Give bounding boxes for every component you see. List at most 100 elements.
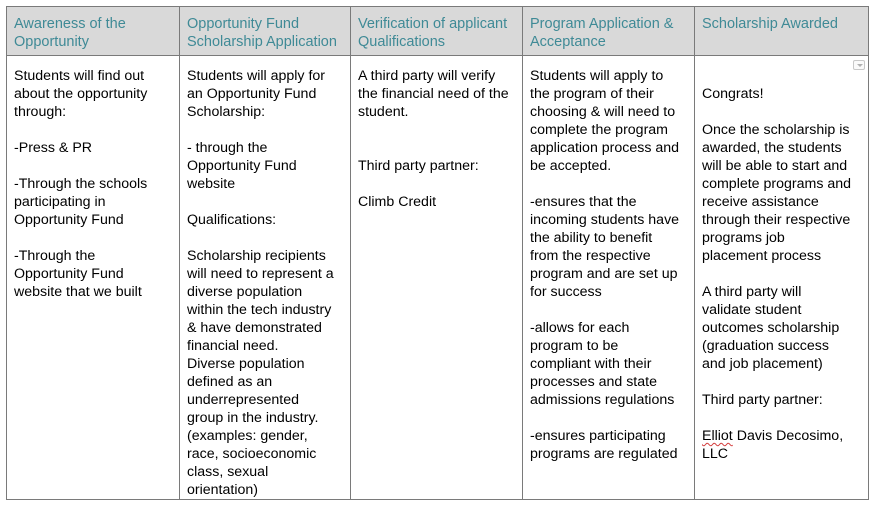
cell-text-line — [187, 229, 345, 247]
cell-text-line: application process and — [530, 140, 680, 156]
cell-text-line — [187, 193, 345, 211]
cell-text-line — [14, 229, 174, 247]
cell-text-line: Third party partner: — [358, 158, 479, 174]
cell-text-line: -ensures that the — [530, 194, 637, 210]
cell-text-line: complete programs and — [702, 176, 852, 192]
content-row: Students will find out about the opportun… — [6, 55, 869, 500]
cell-text-line — [530, 301, 689, 319]
cell-text-line: class, sexual — [187, 464, 269, 480]
header-line: Program Application & — [530, 16, 674, 32]
cell-verification[interactable]: A third party will verify the financial n… — [350, 55, 523, 500]
cell-text-line: will be able to start and — [702, 158, 848, 174]
header-line: Verification of applicant — [358, 16, 508, 32]
cell-text-line — [187, 121, 345, 139]
cell-text-line: Opportunity Fund — [187, 158, 297, 174]
cell-text-line: the financial need of the — [358, 86, 509, 102]
header-application[interactable]: Opportunity Fund Scholarship Application — [179, 6, 351, 56]
cell-text-line — [702, 67, 863, 85]
cell-text-line: (graduation success — [702, 338, 829, 354]
header-line: Opportunity Fund — [187, 16, 300, 32]
cell-text-line: diverse population — [187, 284, 303, 300]
cell-text-line: the ability to benefit — [530, 230, 653, 246]
cell-text-line — [530, 409, 689, 427]
cell-text-line: Diverse population — [187, 356, 305, 372]
cell-text-line: -Press & PR — [14, 140, 93, 156]
cell-text-line: programs job — [702, 230, 785, 246]
cell-text-line: compliant with their — [530, 356, 652, 372]
dropdown-arrow-icon[interactable] — [853, 60, 865, 70]
cell-text-line: Students will find out — [14, 68, 145, 84]
cell-text-line: student. — [358, 104, 409, 120]
spellcheck-word: Elliot — [702, 428, 733, 444]
cell-text-line: awarded, the students — [702, 140, 842, 156]
cell-text-line — [14, 157, 174, 175]
cell-text-line: Once the scholarship is — [702, 122, 850, 138]
cell-text-line: validate student — [702, 302, 802, 318]
cell-text-line: LLC — [702, 446, 729, 462]
cell-text-line: -Through the schools — [14, 176, 148, 192]
cell-text-line: defined as an — [187, 374, 273, 390]
cell-application[interactable]: Students will apply for an Opportunity Fu… — [179, 55, 351, 500]
cell-text-line: programs are regulated — [530, 446, 678, 462]
cell-text-line: through: — [14, 104, 67, 120]
cell-text-line: - through the — [187, 140, 268, 156]
cell-text-line: Opportunity Fund — [14, 212, 124, 228]
cell-text-line: about the opportunity — [14, 86, 148, 102]
cell-text-line: Elliot Davis Decosimo, — [702, 428, 844, 444]
cell-text-line — [702, 103, 863, 121]
cell-text-line: outcomes scholarship — [702, 320, 840, 336]
cell-text-line: Climb Credit — [358, 194, 437, 210]
header-row: Awareness of the Opportunity Opportunity… — [6, 6, 869, 56]
cell-scholarship-awarded[interactable]: Congrats! Once the scholarship is awarded,… — [694, 55, 869, 500]
cell-text-line: website that we built — [14, 284, 142, 300]
cell-text-line: be accepted. — [530, 158, 612, 174]
cell-text-line: A third party will — [702, 284, 802, 300]
cell-text-line: Students will apply to — [530, 68, 664, 84]
cell-text-line — [358, 175, 517, 193]
cell-text-line: Third party partner: — [702, 392, 823, 408]
cell-text-line: and job placement) — [702, 356, 823, 372]
cell-text-line: A third party will verify — [358, 68, 496, 84]
cell-text-line: -allows for each — [530, 320, 630, 336]
header-line: Scholarship Awarded — [702, 16, 838, 32]
cell-text-line — [358, 121, 517, 139]
header-scholarship-awarded[interactable]: Scholarship Awarded — [694, 6, 869, 56]
cell-text-line: from the respective — [530, 248, 651, 264]
header-line: Acceptance — [530, 34, 606, 50]
cell-text-line: Congrats! — [702, 86, 764, 102]
cell-text-line: the program of their — [530, 86, 654, 102]
cell-text-line: processes and state — [530, 374, 657, 390]
cell-text-line: complete the program — [530, 122, 669, 138]
header-line: Opportunity — [14, 34, 89, 50]
cell-text-line: for success — [530, 284, 602, 300]
cell-text-line: Opportunity Fund — [14, 266, 124, 282]
cell-text-line: orientation) — [187, 482, 258, 498]
header-line: Awareness of the — [14, 16, 126, 32]
header-awareness[interactable]: Awareness of the Opportunity — [6, 6, 180, 56]
cell-text-line: group in the industry. — [187, 410, 319, 426]
cell-text-line: within the tech industry — [187, 302, 332, 318]
stages-table: Awareness of the Opportunity Opportunity… — [6, 6, 869, 500]
cell-text-line: participating in — [14, 194, 106, 210]
cell-text-line: Scholarship: — [187, 104, 266, 120]
cell-text-line: program to be — [530, 338, 619, 354]
cell-text-line: admissions regulations — [530, 392, 675, 408]
header-verification[interactable]: Verification of applicant Qualifications — [350, 6, 523, 56]
cell-program-acceptance[interactable]: Students will apply to the program of the… — [522, 55, 695, 500]
cell-text-line: receive assistance — [702, 194, 819, 210]
cell-text-line: website — [187, 176, 236, 192]
cell-text-line — [702, 265, 863, 283]
cell-text-line: through their respective — [702, 212, 851, 228]
cell-text-line: -ensures participating — [530, 428, 666, 444]
cell-text-line: Scholarship recipients — [187, 248, 326, 264]
cell-text-line: Qualifications: — [187, 212, 277, 228]
cell-text-line: incoming students have — [530, 212, 680, 228]
cell-text-line: an Opportunity Fund — [187, 86, 317, 102]
cell-text-line — [530, 175, 689, 193]
header-line: Qualifications — [358, 34, 446, 50]
header-program-acceptance[interactable]: Program Application & Acceptance — [522, 6, 695, 56]
cell-text-line: placement process — [702, 248, 822, 264]
cell-text-line: & have demonstrated — [187, 320, 322, 336]
cell-text-line: choosing & will need to — [530, 104, 676, 120]
cell-awareness[interactable]: Students will find out about the opportun… — [6, 55, 180, 500]
